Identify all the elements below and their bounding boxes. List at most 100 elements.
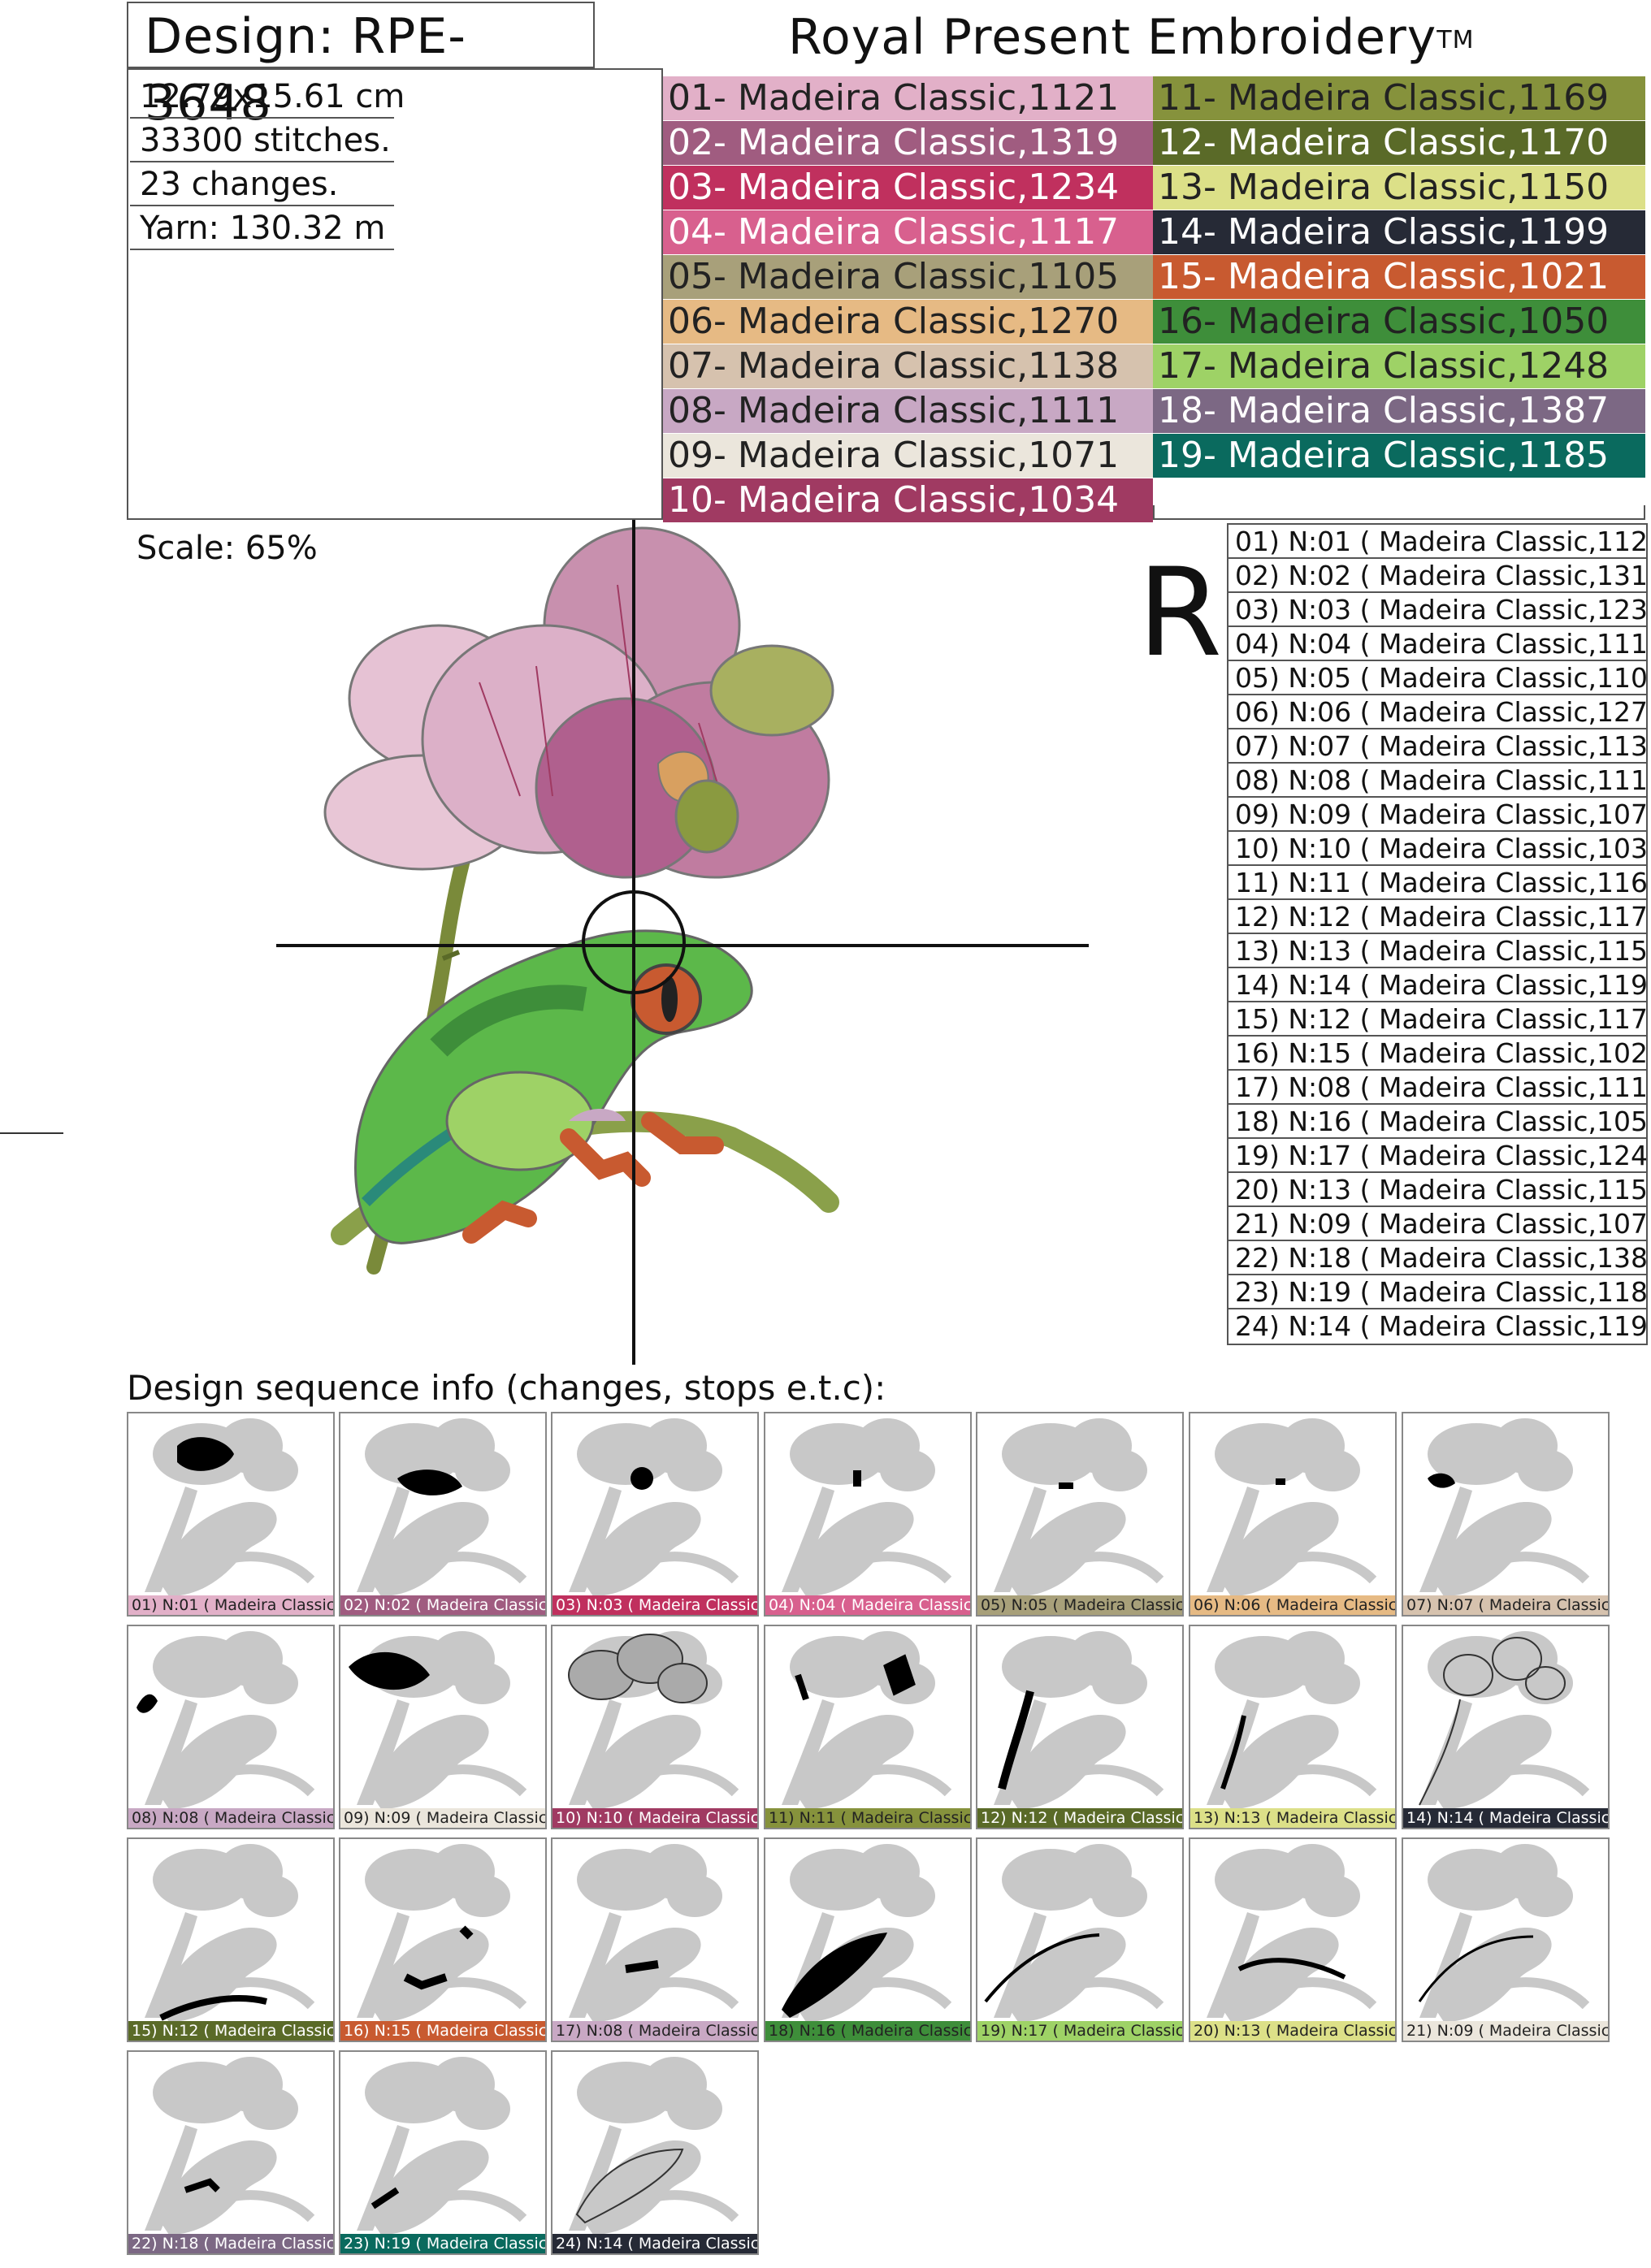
sequence-thumbnail: 10) N:10 ( Madeira Classic, — [551, 1625, 759, 1829]
legend-item: 13- Madeira Classic,1150 — [1153, 166, 1645, 210]
thumbnail-preview — [984, 1844, 1164, 2022]
sequence-thumbnail: 08) N:08 ( Madeira Classic — [127, 1625, 335, 1829]
sequence-row: 18) N:16 ( Madeira Classic,1050) — [1228, 1105, 1646, 1139]
sequence-row: 13) N:13 ( Madeira Classic,1150) — [1228, 934, 1646, 968]
legend-item: 05- Madeira Classic,1105 — [663, 255, 1153, 299]
sequence-thumbnail: 01) N:01 ( Madeira Classic,1 — [127, 1412, 335, 1617]
orchid-buds — [674, 644, 834, 854]
legend-item: 06- Madeira Classic,1270 — [663, 300, 1153, 344]
legend-item: 11- Madeira Classic,1169 — [1153, 76, 1645, 120]
thumbnail-preview — [1419, 1631, 1590, 1809]
big-letter: R — [1138, 543, 1223, 684]
legend-item: 18- Madeira Classic,1387 — [1153, 389, 1645, 433]
thumbnail-label: 21) N:09 ( Madeira Classic, — [1403, 2021, 1608, 2041]
sequence-thumbnail: 13) N:13 ( Madeira Classic,1 — [1189, 1625, 1397, 1829]
thumbnail-label: 08) N:08 ( Madeira Classic — [128, 1808, 333, 1828]
sequence-row: 24) N:14 ( Madeira Classic,1199) — [1235, 1310, 1646, 1342]
sequence-thumbnail: 21) N:09 ( Madeira Classic, — [1402, 1837, 1610, 2042]
trademark-mark: TM — [1436, 26, 1475, 54]
legend-item: 16- Madeira Classic,1050 — [1153, 300, 1645, 344]
sequence-row: 21) N:09 ( Madeira Classic,1071) — [1228, 1207, 1646, 1241]
sequence-row: 17) N:08 ( Madeira Classic,1111) — [1228, 1071, 1646, 1105]
margin-mark — [0, 1132, 63, 1134]
orchid-flower — [323, 526, 830, 879]
legend-item: 12- Madeira Classic,1170 — [1153, 121, 1645, 165]
thumbnail-label: 03) N:03 ( Madeira Classic — [552, 1595, 757, 1615]
sequence-thumbnail: 24) N:14 ( Madeira Classic, — [551, 2050, 759, 2255]
thumbnail-preview — [1207, 1631, 1377, 1809]
sequence-thumbnail: 04) N:04 ( Madeira Classic — [764, 1412, 972, 1617]
legend-frame — [1153, 505, 1645, 520]
thumbnail-preview — [569, 1418, 739, 1596]
thumbnail-preview — [136, 1631, 315, 1809]
thumbnail-preview — [1207, 1844, 1377, 2022]
thumbnail-preview — [145, 1844, 315, 2022]
yarn-length: Yarn: 130.32 m — [130, 206, 394, 250]
thumbnail-label: 07) N:07 ( Madeira Classic — [1403, 1595, 1608, 1615]
legend-item: 17- Madeira Classic,1248 — [1153, 344, 1645, 388]
thumbnail-preview — [568, 1631, 739, 1809]
legend-item: 01- Madeira Classic,1121 — [663, 76, 1153, 120]
thumbnail-label: 18) N:16 ( Madeira Classic,1 — [765, 2021, 970, 2041]
sequence-row: 19) N:17 ( Madeira Classic,1248) — [1228, 1139, 1646, 1173]
legend-item: 09- Madeira Classic,1071 — [663, 434, 1153, 478]
legend-item: 02- Madeira Classic,1319 — [663, 121, 1153, 165]
sequence-row: 12) N:12 ( Madeira Classic,1170) — [1228, 900, 1646, 934]
thumbnail-preview — [1207, 1418, 1377, 1596]
sequence-thumbnail: 18) N:16 ( Madeira Classic,1 — [764, 1837, 972, 2042]
legend-item: 15- Madeira Classic,1021 — [1153, 255, 1645, 299]
sequence-thumbnail: 14) N:14 ( Madeira Classic,1 — [1402, 1625, 1610, 1829]
thumbnail-label: 12) N:12 ( Madeira Classic,1 — [977, 1808, 1182, 1828]
thumbnail-label: 15) N:12 ( Madeira Classic,1 — [128, 2021, 333, 2041]
thumbnail-preview — [569, 2057, 739, 2235]
sequence-thumbnail: 03) N:03 ( Madeira Classic — [551, 1412, 759, 1617]
legend-item: 10- Madeira Classic,1034 — [663, 478, 1153, 522]
color-changes: 23 changes. — [130, 162, 394, 206]
sequence-row: 23) N:19 ( Madeira Classic,1185) — [1228, 1275, 1646, 1309]
sequence-row: 08) N:08 ( Madeira Classic,1111) — [1228, 764, 1646, 798]
thumbnail-label: 14) N:14 ( Madeira Classic,1 — [1403, 1808, 1608, 1828]
sequence-thumbnail: 05) N:05 ( Madeira Classic — [976, 1412, 1184, 1617]
embroidery-design-preview — [276, 520, 1089, 1365]
thumbnail-preview — [1418, 1844, 1590, 2022]
thumbnail-label: 20) N:13 ( Madeira Classic, — [1190, 2021, 1395, 2041]
thumbnail-preview — [569, 1844, 739, 2022]
sequence-row: 22) N:18 ( Madeira Classic,1387) — [1228, 1241, 1646, 1275]
sequence-thumbnail: 07) N:07 ( Madeira Classic — [1402, 1412, 1610, 1617]
thumbnail-label: 04) N:04 ( Madeira Classic — [765, 1595, 970, 1615]
legend-item: 19- Madeira Classic,1185 — [1153, 434, 1645, 478]
brand-name: Royal Present Embroidery — [788, 9, 1437, 66]
sequence-thumbnail: 22) N:18 ( Madeira Classic, — [127, 2050, 335, 2255]
thumbnail-preview — [994, 1418, 1164, 1596]
sequence-row: 15) N:12 ( Madeira Classic,1170) — [1228, 1002, 1646, 1037]
sequence-row: 06) N:06 ( Madeira Classic,1270) — [1228, 695, 1646, 729]
thumbnail-label: 22) N:18 ( Madeira Classic, — [128, 2234, 333, 2253]
thumbnail-label: 23) N:19 ( Madeira Classic, — [340, 2234, 545, 2253]
legend-item: 08- Madeira Classic,1111 — [663, 389, 1153, 433]
thumbnail-preview — [357, 2057, 527, 2235]
crosshair-center — [582, 890, 686, 994]
thumbnail-preview — [782, 1631, 952, 1809]
sequence-thumbnail: 06) N:06 ( Madeira Classic — [1189, 1412, 1397, 1617]
design-title: Design: RPE-3648 — [127, 2, 595, 132]
design-info-box — [127, 68, 663, 520]
thumbnail-label: 02) N:02 ( Madeira Classic — [340, 1595, 545, 1615]
sequence-thumbnail: 11) N:11 ( Madeira Classic,11 — [764, 1625, 972, 1829]
sequence-row: 05) N:05 ( Madeira Classic,1105) — [1228, 661, 1646, 695]
sequence-thumbnail: 16) N:15 ( Madeira Classic,1 — [339, 1837, 547, 2042]
thumbnail-label: 24) N:14 ( Madeira Classic, — [552, 2234, 757, 2253]
thumbnail-preview — [349, 1631, 527, 1809]
orchid-stem-node — [441, 950, 461, 961]
sequence-row: 02) N:02 ( Madeira Classic,1319) — [1228, 559, 1646, 593]
sequence-thumbnail: 09) N:09 ( Madeira Classic — [339, 1625, 547, 1829]
thumbnail-label: 09) N:09 ( Madeira Classic — [340, 1808, 545, 1828]
thumbnail-preview — [357, 1418, 527, 1596]
frog — [354, 929, 753, 1244]
thumbnail-label: 10) N:10 ( Madeira Classic, — [552, 1808, 757, 1828]
sequence-row: 09) N:09 ( Madeira Classic,1071) — [1228, 798, 1646, 832]
thumbnail-label: 01) N:01 ( Madeira Classic,1 — [128, 1595, 333, 1615]
thumbnail-preview — [145, 2057, 315, 2235]
sequence-row: 16) N:15 ( Madeira Classic,1021) — [1228, 1037, 1646, 1071]
sequence-row: 14) N:14 ( Madeira Classic,1199) — [1228, 968, 1646, 1002]
sequence-thumbnail: 19) N:17 ( Madeira Classic,1 — [976, 1837, 1184, 2042]
